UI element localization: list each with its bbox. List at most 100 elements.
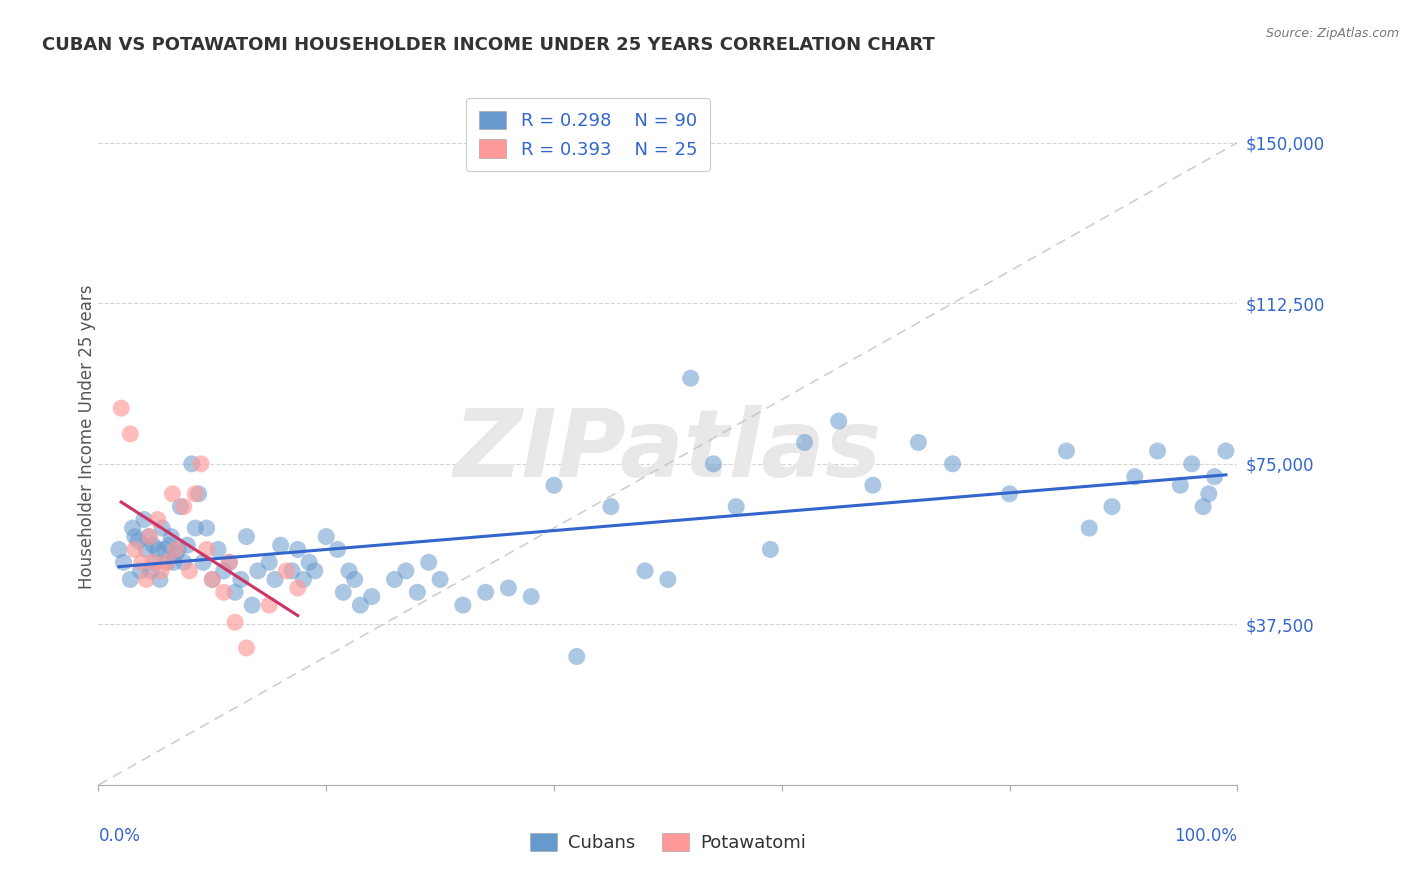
Point (112, 555, 135, 569)
Y-axis label: Householder Income Under 25 years: Householder Income Under 25 years (79, 285, 96, 590)
Point (1078, 521, 1101, 535)
Point (395, 564, 418, 578)
Point (201, 573, 224, 587)
Point (343, 573, 366, 587)
Point (1215, 444, 1237, 458)
Text: ZIPatlas: ZIPatlas (454, 405, 882, 497)
Point (190, 457, 212, 471)
Point (264, 573, 287, 587)
Point (1170, 478, 1192, 492)
Point (129, 564, 152, 578)
Point (349, 598, 371, 612)
Point (135, 573, 157, 587)
Point (418, 555, 440, 569)
Point (193, 555, 215, 569)
Point (634, 564, 657, 578)
Text: Source: ZipAtlas.com: Source: ZipAtlas.com (1265, 27, 1399, 40)
Point (108, 542, 131, 557)
Point (201, 573, 224, 587)
Point (156, 555, 179, 569)
Point (337, 564, 360, 578)
Point (146, 512, 169, 526)
Point (162, 487, 184, 501)
Point (298, 555, 321, 569)
Point (520, 590, 543, 604)
Point (384, 573, 406, 587)
Point (124, 542, 146, 557)
Point (1181, 457, 1204, 471)
Point (304, 564, 326, 578)
Point (259, 598, 281, 612)
Point (326, 542, 349, 557)
Point (1054, 444, 1078, 458)
Point (1146, 444, 1168, 458)
Point (360, 590, 382, 604)
Point (179, 564, 201, 578)
Point (224, 585, 246, 599)
Point (131, 555, 153, 569)
Point (132, 512, 155, 526)
Point (150, 521, 173, 535)
Point (406, 585, 429, 599)
Point (138, 530, 160, 544)
Point (240, 598, 263, 612)
Point (156, 555, 179, 569)
Point (235, 530, 257, 544)
Point (270, 538, 292, 552)
Point (165, 547, 187, 561)
Point (212, 585, 235, 599)
Point (942, 457, 965, 471)
Point (218, 555, 240, 569)
Point (702, 457, 724, 471)
Point (287, 542, 309, 557)
Point (184, 521, 207, 535)
Point (139, 564, 162, 578)
Point (315, 530, 337, 544)
Point (793, 435, 815, 450)
Point (1101, 500, 1123, 514)
Point (229, 573, 252, 587)
Point (1198, 487, 1220, 501)
Point (195, 542, 218, 557)
Point (167, 542, 190, 557)
Point (276, 564, 298, 578)
Point (157, 538, 180, 552)
Point (287, 581, 309, 595)
Point (160, 530, 183, 544)
Point (165, 542, 187, 557)
Point (246, 564, 269, 578)
Point (725, 500, 748, 514)
Point (110, 401, 132, 416)
Point (207, 542, 229, 557)
Point (565, 649, 588, 664)
Point (142, 555, 165, 569)
Point (142, 538, 165, 552)
Point (169, 500, 191, 514)
Point (657, 573, 679, 587)
Point (429, 573, 451, 587)
Point (292, 573, 315, 587)
Point (150, 564, 173, 578)
Point (124, 530, 146, 544)
Point (180, 457, 202, 471)
Point (451, 598, 474, 612)
Point (759, 542, 782, 557)
Point (146, 542, 169, 557)
Point (224, 615, 246, 630)
Point (259, 555, 281, 569)
Point (212, 564, 235, 578)
Point (149, 573, 172, 587)
Point (176, 538, 198, 552)
Point (474, 585, 496, 599)
Point (145, 555, 167, 569)
Point (173, 555, 195, 569)
Point (679, 371, 702, 385)
Point (195, 521, 218, 535)
Point (828, 414, 851, 428)
Point (998, 487, 1021, 501)
Point (543, 478, 565, 492)
Point (907, 435, 929, 450)
Point (173, 500, 195, 514)
Point (218, 555, 240, 569)
Point (127, 533, 149, 548)
